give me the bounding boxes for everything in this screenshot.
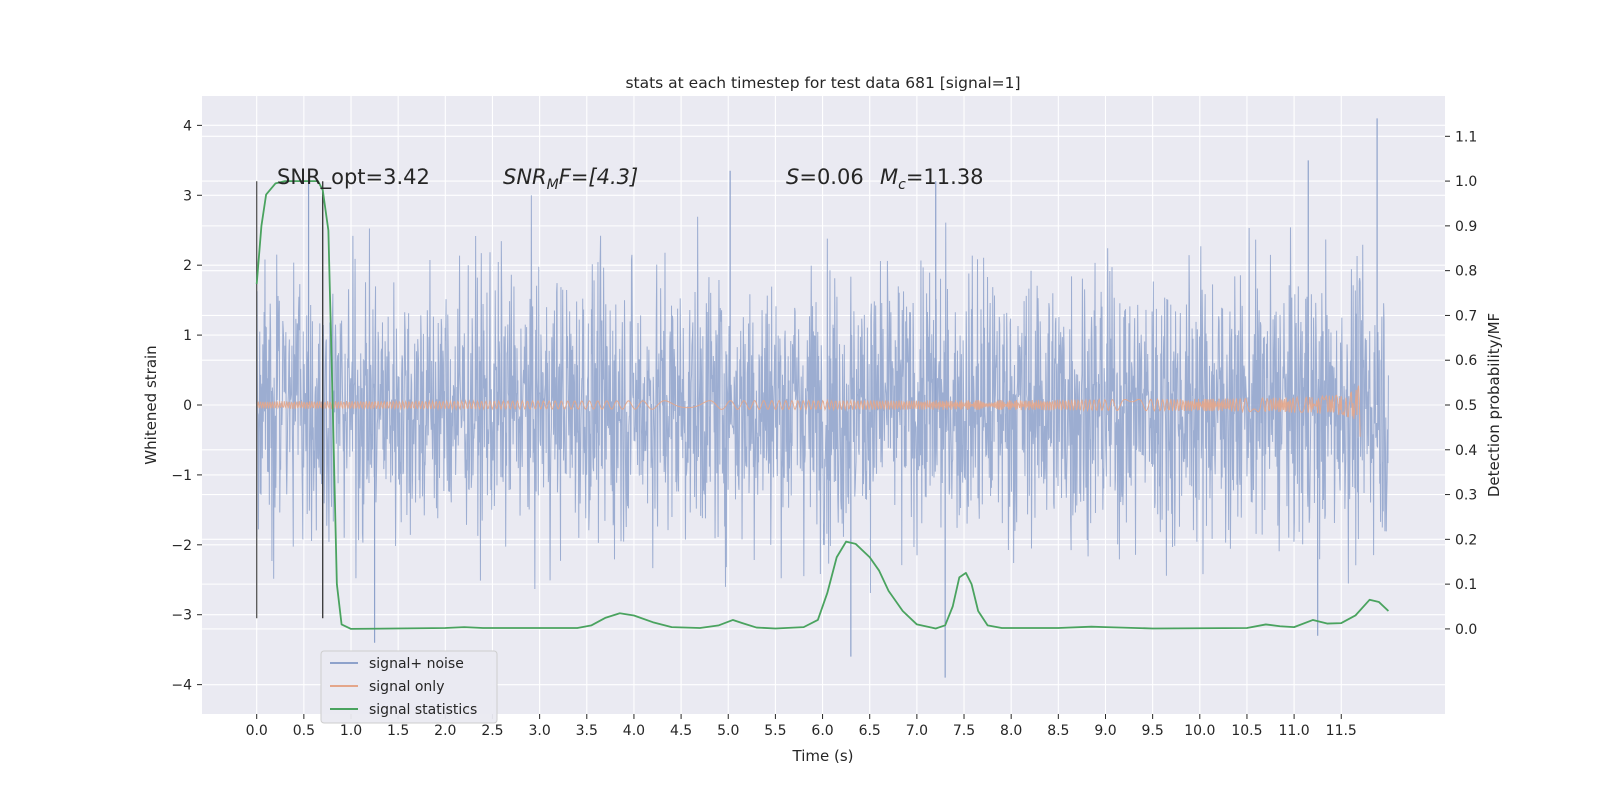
x-axis-ticks: 0.0 0.5 1.0 1.5 2.0 2.5 3.0 3.5 4.0 4.5 5.0 5.5 6.0 6… (246, 714, 1357, 739)
annotation-snr-opt: SNR_opt=3.42 (277, 165, 430, 190)
y-right-tick-label: 1.1 (1455, 129, 1477, 145)
y-axis-ticks-left: −4 −3 −2 −1 0 1 2 3 4 (171, 118, 202, 694)
y-tick-label: −4 (171, 678, 192, 694)
y-tick-label: 3 (183, 188, 192, 204)
signal-statistics-line (255, 180, 1390, 630)
legend: signal+ noise signal only signal statist… (320, 650, 498, 724)
y-right-tick-label: 0.5 (1455, 398, 1477, 414)
x-tick-label: 1.5 (387, 723, 409, 739)
x-tick-label: 10.0 (1184, 723, 1215, 739)
y-right-tick-label: 0.7 (1455, 308, 1477, 324)
x-tick-label: 4.0 (623, 723, 645, 739)
x-tick-label: 11.0 (1279, 723, 1310, 739)
y-right-tick-label: 0.4 (1455, 443, 1477, 459)
y-axis-label-left: Whitened strain (142, 345, 160, 464)
x-tick-label: 1.0 (340, 723, 362, 739)
x-tick-label: 11.5 (1326, 723, 1357, 739)
chart-title: stats at each timestep for test data 681… (625, 74, 1020, 92)
signal-only-line (256, 385, 1361, 437)
marker-lines (256, 181, 324, 619)
y-tick-label: −2 (171, 538, 192, 554)
annotation-snr-mf: SNRMF=[4.3] (503, 165, 638, 193)
y-tick-label: −3 (171, 608, 192, 624)
y-tick-label: 2 (183, 258, 192, 274)
y-right-tick-label: 0.8 (1455, 264, 1477, 280)
x-tick-label: 2.5 (481, 723, 503, 739)
annotation-mc: Mc=11.38 (880, 165, 984, 193)
x-tick-label: 7.0 (906, 723, 928, 739)
y-right-tick-label: 0.2 (1455, 532, 1477, 548)
x-tick-label: 6.5 (859, 723, 881, 739)
y-right-tick-label: 0.6 (1455, 353, 1477, 369)
s-value: =0.06 (799, 165, 863, 189)
y-right-tick-label: 0.0 (1455, 622, 1477, 638)
x-tick-label: 4.5 (670, 723, 692, 739)
y-tick-label: 0 (183, 398, 192, 414)
mc-symbol: M (880, 165, 898, 189)
signal-statistics-series (255, 180, 1390, 630)
snr-mf-sub: M (547, 177, 559, 193)
x-tick-label: 9.5 (1142, 723, 1164, 739)
y-tick-label: −1 (171, 468, 192, 484)
x-tick-label: 3.5 (576, 723, 598, 739)
x-tick-label: 10.5 (1231, 723, 1262, 739)
x-tick-label: 0.5 (293, 723, 315, 739)
y-tick-label: 1 (183, 328, 192, 344)
signal-noise-line (256, 195, 1389, 594)
mc-sub: c (898, 177, 906, 193)
x-tick-label: 2.0 (434, 723, 456, 739)
legend-label-signal-statistics: signal statistics (369, 702, 477, 718)
x-tick-label: 9.0 (1094, 723, 1116, 739)
x-tick-label: 5.0 (717, 723, 739, 739)
mc-value: =11.38 (906, 165, 984, 189)
snr-mf-rest-f: F=[4.3] (559, 165, 638, 189)
x-tick-label: 8.5 (1047, 723, 1069, 739)
y-right-tick-label: 0.9 (1455, 219, 1477, 235)
signal-only-series (256, 385, 1361, 437)
y-right-tick-label: 1.0 (1455, 174, 1477, 190)
y-right-tick-label: 0.3 (1455, 488, 1477, 504)
legend-box (320, 650, 498, 724)
s-symbol: S (786, 165, 799, 189)
y-tick-label: 4 (183, 118, 192, 134)
annotation-s: S=0.06 (786, 165, 864, 189)
x-tick-label: 3.0 (528, 723, 550, 739)
y-axis-ticks-right: 0.0 0.1 0.2 0.3 0.4 0.5 0.6 0.7 0.8 0.9 1.0 1.1 (1445, 129, 1477, 638)
x-tick-label: 0.0 (246, 723, 268, 739)
x-tick-label: 8.0 (1000, 723, 1022, 739)
signal-noise-series (256, 118, 1389, 678)
y-axis-label-right: Detection probability/MF (1485, 313, 1503, 497)
snr-mf-base: SNR (503, 165, 547, 189)
x-axis-label: Time (s) (792, 747, 854, 765)
x-tick-label: 5.5 (764, 723, 786, 739)
x-tick-label: 6.0 (811, 723, 833, 739)
x-tick-label: 7.5 (953, 723, 975, 739)
legend-label-signal-only: signal only (369, 679, 444, 695)
legend-label-signal-noise: signal+ noise (369, 656, 464, 672)
y-right-tick-label: 0.1 (1455, 577, 1477, 593)
